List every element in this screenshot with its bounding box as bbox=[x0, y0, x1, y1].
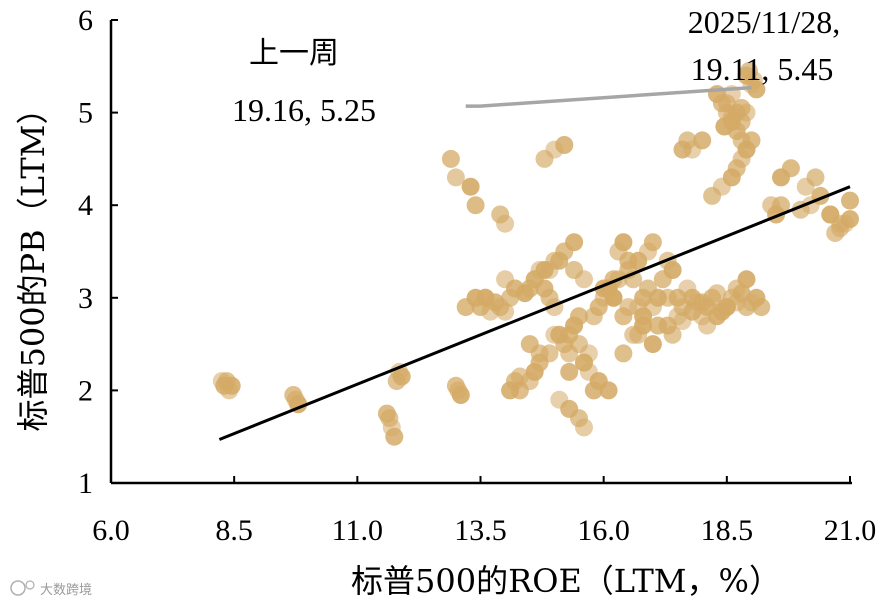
data-point bbox=[796, 177, 815, 196]
data-point bbox=[555, 136, 574, 154]
y-tick-label: 5 bbox=[78, 97, 93, 130]
data-point bbox=[501, 288, 520, 307]
data-point bbox=[496, 270, 515, 289]
latest-date-label: 2025/11/28, bbox=[688, 4, 841, 40]
data-point bbox=[496, 302, 515, 321]
data-point bbox=[752, 298, 771, 317]
data-point bbox=[456, 298, 475, 317]
data-point bbox=[715, 117, 734, 136]
data-point bbox=[747, 80, 766, 99]
data-point bbox=[545, 325, 564, 344]
data-point bbox=[708, 284, 726, 303]
x-tick-label: 13.5 bbox=[454, 514, 507, 547]
watermark-logo-icon bbox=[10, 580, 26, 596]
data-point bbox=[841, 191, 859, 210]
data-point bbox=[392, 367, 411, 386]
data-point bbox=[634, 307, 653, 326]
data-point bbox=[385, 427, 404, 446]
x-tick-label: 16.0 bbox=[577, 514, 630, 547]
y-axis-ticks: 1 2 3 4 5 6 bbox=[78, 4, 118, 500]
data-point bbox=[781, 159, 800, 178]
data-point bbox=[604, 288, 623, 307]
data-point bbox=[461, 177, 480, 196]
y-tick-label: 3 bbox=[78, 282, 93, 315]
data-point bbox=[614, 233, 633, 252]
data-point bbox=[570, 307, 588, 326]
data-point bbox=[658, 288, 677, 307]
data-point bbox=[599, 381, 618, 400]
data-point bbox=[550, 251, 569, 270]
x-tick-label: 8.5 bbox=[215, 514, 253, 547]
data-point bbox=[222, 376, 241, 395]
data-point bbox=[441, 149, 460, 168]
data-point bbox=[693, 131, 712, 150]
data-point bbox=[831, 219, 850, 238]
x-tick-label: 21.0 bbox=[824, 514, 877, 547]
data-point bbox=[575, 353, 593, 372]
data-point bbox=[629, 325, 648, 344]
data-point bbox=[772, 196, 790, 215]
data-point bbox=[737, 270, 756, 289]
watermark-logo-dot bbox=[25, 580, 35, 590]
prev-week-title: 上一周 bbox=[249, 36, 339, 71]
data-point bbox=[658, 316, 677, 335]
data-point bbox=[446, 168, 465, 187]
x-tick-label: 6.0 bbox=[92, 514, 130, 547]
x-tick-label: 18.5 bbox=[701, 514, 754, 547]
data-point bbox=[643, 335, 662, 354]
data-point bbox=[575, 270, 593, 289]
data-point bbox=[560, 362, 579, 381]
y-tick-label: 2 bbox=[78, 374, 93, 407]
trend-line bbox=[218, 185, 851, 441]
annotation-pointer-line bbox=[465, 85, 752, 108]
data-point bbox=[693, 293, 712, 312]
data-point bbox=[584, 307, 603, 326]
data-point bbox=[821, 205, 840, 224]
prev-week-value: 19.16, 5.25 bbox=[232, 92, 376, 128]
data-point bbox=[717, 298, 736, 317]
data-point bbox=[530, 344, 549, 363]
y-axis-title: 标普500的PB（LTM） bbox=[14, 93, 52, 432]
data-point bbox=[575, 418, 593, 437]
data-point bbox=[619, 298, 638, 317]
data-point bbox=[451, 386, 470, 404]
latest-value-label: 19.11, 5.45 bbox=[691, 51, 834, 87]
x-axis-ticks: 6.0 8.5 11.0 13.5 16.0 18.5 21.0 bbox=[92, 476, 876, 547]
y-tick-label: 6 bbox=[78, 4, 93, 37]
data-point bbox=[732, 131, 751, 150]
watermark-text: 大数跨境 bbox=[40, 583, 92, 598]
y-tick-label: 4 bbox=[78, 189, 93, 222]
points-layer bbox=[212, 61, 859, 446]
x-tick-label: 11.0 bbox=[332, 514, 383, 547]
data-point bbox=[496, 214, 515, 233]
data-point bbox=[525, 270, 544, 289]
x-axis-title: 标普500的ROE（LTM，%） bbox=[351, 562, 781, 600]
data-point bbox=[663, 261, 682, 279]
data-point bbox=[614, 344, 633, 363]
data-point bbox=[466, 196, 485, 215]
y-tick-label: 1 bbox=[78, 467, 93, 500]
watermark: 大数跨境 bbox=[10, 580, 92, 598]
